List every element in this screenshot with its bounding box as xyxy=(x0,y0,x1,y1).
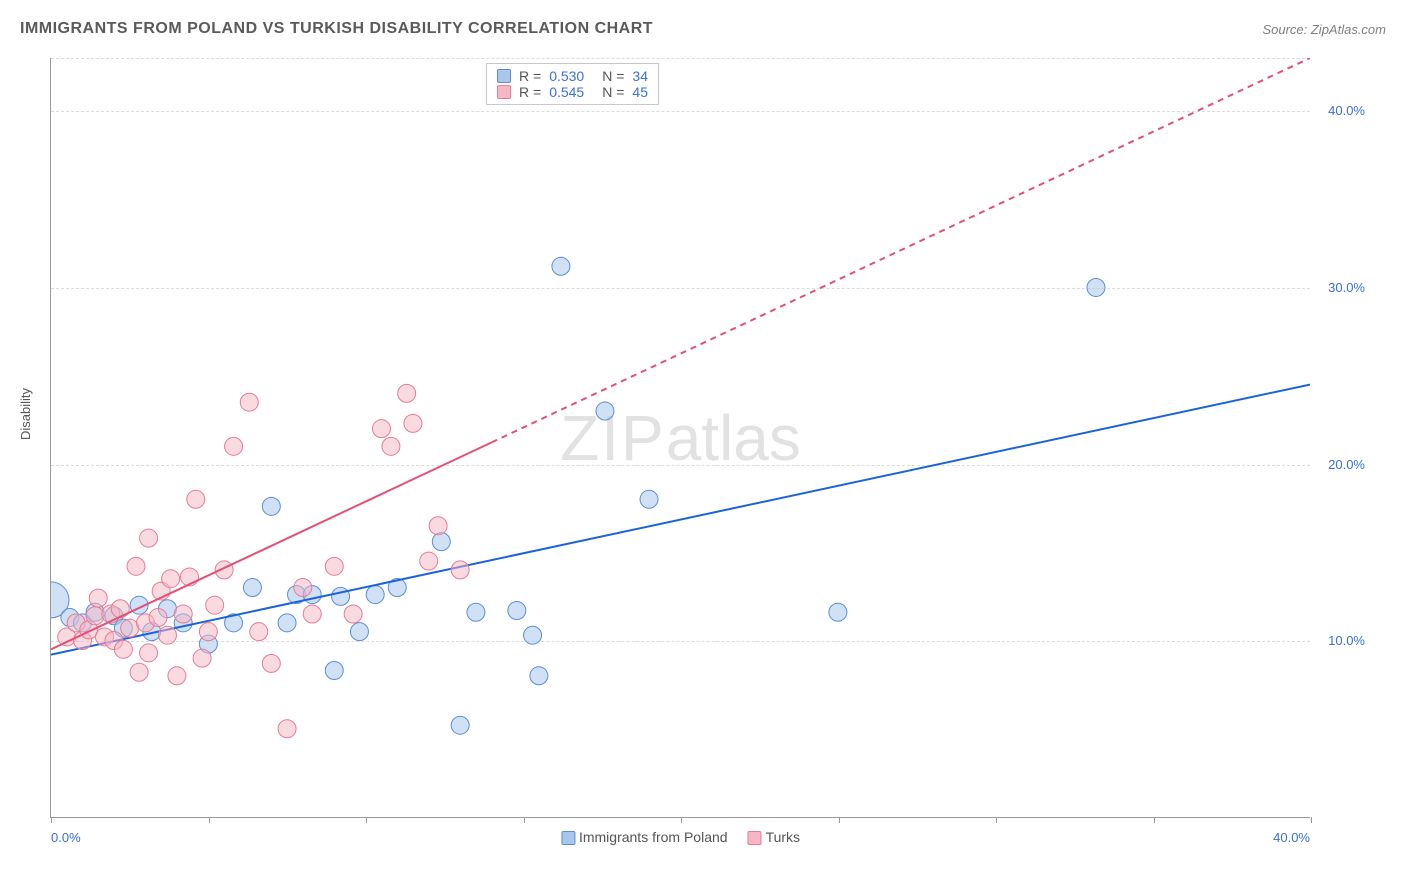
data-point-poland[interactable] xyxy=(596,402,614,420)
data-point-poland[interactable] xyxy=(262,497,280,515)
data-point-poland[interactable] xyxy=(366,586,384,604)
trendline-turks xyxy=(51,442,492,649)
x-tick xyxy=(681,817,682,823)
data-point-turks[interactable] xyxy=(225,437,243,455)
legend-n-label: N = xyxy=(602,68,624,84)
data-point-poland[interactable] xyxy=(1087,278,1105,296)
chart-title: IMMIGRANTS FROM POLAND VS TURKISH DISABI… xyxy=(20,20,653,38)
legend-r-value-turks: 0.545 xyxy=(549,84,584,100)
y-tick-label: 10.0% xyxy=(1315,633,1365,648)
x-tick xyxy=(1154,817,1155,823)
legend-r-label: R = xyxy=(519,84,541,100)
data-point-poland[interactable] xyxy=(432,533,450,551)
data-point-turks[interactable] xyxy=(121,619,139,637)
trendline-poland xyxy=(51,385,1310,655)
data-point-turks[interactable] xyxy=(262,654,280,672)
chart-source: Source: ZipAtlas.com xyxy=(1262,22,1386,37)
legend-item-turks[interactable]: Turks xyxy=(748,829,800,845)
data-point-turks[interactable] xyxy=(158,626,176,644)
data-point-turks[interactable] xyxy=(398,384,416,402)
data-point-turks[interactable] xyxy=(240,393,258,411)
legend-series: Immigrants from Poland Turks xyxy=(561,829,800,845)
y-tick-label: 30.0% xyxy=(1315,280,1365,295)
x-tick xyxy=(209,817,210,823)
x-tick xyxy=(51,817,52,823)
data-point-turks[interactable] xyxy=(278,720,296,738)
data-point-poland[interactable] xyxy=(278,614,296,632)
data-point-turks[interactable] xyxy=(130,663,148,681)
data-point-turks[interactable] xyxy=(325,557,343,575)
legend-n-value-poland: 34 xyxy=(632,68,648,84)
data-point-poland[interactable] xyxy=(552,257,570,275)
data-point-poland[interactable] xyxy=(467,603,485,621)
source-prefix: Source: xyxy=(1262,22,1310,37)
data-point-turks[interactable] xyxy=(174,605,192,623)
data-point-turks[interactable] xyxy=(140,644,158,662)
data-point-turks[interactable] xyxy=(250,623,268,641)
data-point-turks[interactable] xyxy=(199,623,217,641)
source-name: ZipAtlas.com xyxy=(1311,22,1386,37)
data-point-turks[interactable] xyxy=(294,579,312,597)
x-tick xyxy=(839,817,840,823)
legend-r-value-poland: 0.530 xyxy=(549,68,584,84)
data-point-turks[interactable] xyxy=(404,414,422,432)
x-tick xyxy=(1311,817,1312,823)
data-point-turks[interactable] xyxy=(114,640,132,658)
data-point-turks[interactable] xyxy=(168,667,186,685)
x-tick xyxy=(996,817,997,823)
data-point-poland[interactable] xyxy=(530,667,548,685)
y-tick-label: 20.0% xyxy=(1315,457,1365,472)
data-point-turks[interactable] xyxy=(111,600,129,618)
legend-row-turks: R = 0.545 N = 45 xyxy=(497,84,648,100)
x-tick xyxy=(366,817,367,823)
legend-swatch-poland xyxy=(497,69,511,83)
data-point-poland[interactable] xyxy=(829,603,847,621)
data-point-turks[interactable] xyxy=(193,649,211,667)
legend-item-poland[interactable]: Immigrants from Poland xyxy=(561,829,728,845)
data-point-turks[interactable] xyxy=(429,517,447,535)
data-point-turks[interactable] xyxy=(420,552,438,570)
y-tick-label: 40.0% xyxy=(1315,103,1365,118)
x-tick-max: 40.0% xyxy=(1273,830,1310,845)
legend-row-poland: R = 0.530 N = 34 xyxy=(497,68,648,84)
legend-swatch-turks xyxy=(748,831,762,845)
data-point-turks[interactable] xyxy=(382,437,400,455)
data-point-poland[interactable] xyxy=(508,601,526,619)
data-point-turks[interactable] xyxy=(140,529,158,547)
legend-label-poland: Immigrants from Poland xyxy=(579,829,728,845)
data-point-turks[interactable] xyxy=(149,609,167,627)
data-point-turks[interactable] xyxy=(89,589,107,607)
legend-swatch-turks xyxy=(497,85,511,99)
data-point-turks[interactable] xyxy=(303,605,321,623)
data-point-poland[interactable] xyxy=(640,490,658,508)
data-point-turks[interactable] xyxy=(127,557,145,575)
y-axis-label: Disability xyxy=(18,388,33,440)
x-tick xyxy=(524,817,525,823)
data-point-poland[interactable] xyxy=(332,587,350,605)
data-point-turks[interactable] xyxy=(451,561,469,579)
legend-r-label: R = xyxy=(519,68,541,84)
data-point-poland[interactable] xyxy=(451,716,469,734)
legend-n-label: N = xyxy=(602,84,624,100)
x-tick-min: 0.0% xyxy=(51,830,81,845)
data-point-poland[interactable] xyxy=(350,623,368,641)
data-point-poland[interactable] xyxy=(524,626,542,644)
legend-n-value-turks: 45 xyxy=(632,84,648,100)
data-point-poland[interactable] xyxy=(243,579,261,597)
data-point-turks[interactable] xyxy=(372,420,390,438)
data-point-turks[interactable] xyxy=(206,596,224,614)
data-point-turks[interactable] xyxy=(187,490,205,508)
legend-correlation: R = 0.530 N = 34 R = 0.545 N = 45 xyxy=(486,63,659,105)
data-point-turks[interactable] xyxy=(162,570,180,588)
scatter-svg xyxy=(51,58,1310,817)
data-point-turks[interactable] xyxy=(344,605,362,623)
legend-label-turks: Turks xyxy=(766,829,800,845)
trendline-dashed-turks xyxy=(492,58,1310,442)
legend-swatch-poland xyxy=(561,831,575,845)
data-point-poland[interactable] xyxy=(325,662,343,680)
chart-plot-area: ZIPatlas R =0.530N =34R =0.545N =45 0.0%… xyxy=(50,58,1310,818)
data-point-turks[interactable] xyxy=(86,607,104,625)
